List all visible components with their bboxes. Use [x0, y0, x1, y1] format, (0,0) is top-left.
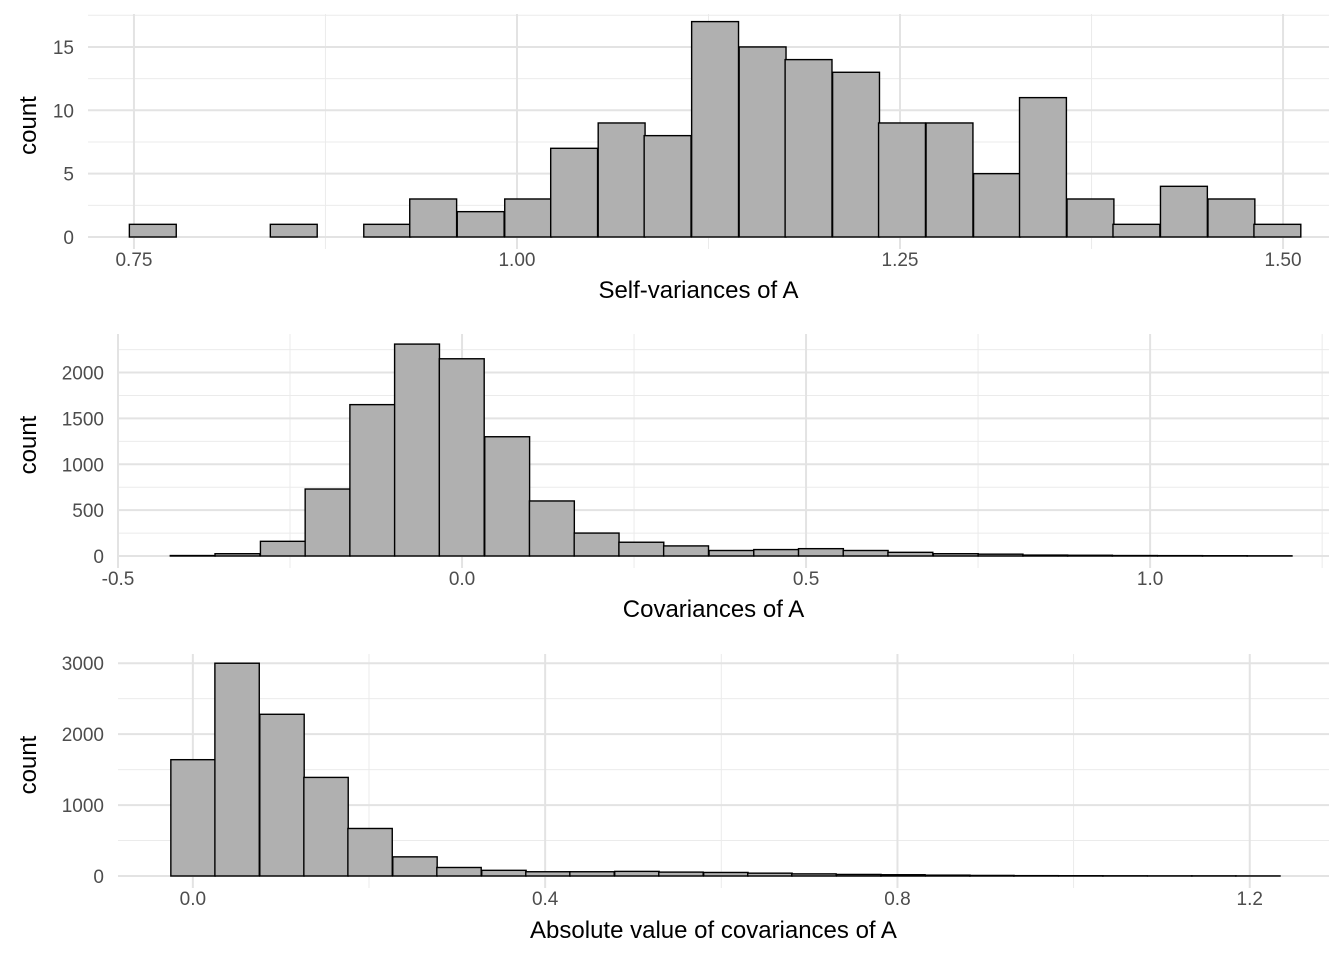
x-axis-title: Covariances of A — [623, 596, 804, 623]
y-tick-label: 2000 — [62, 725, 104, 746]
histogram-bar — [525, 871, 571, 877]
x-tick-label: 0.8 — [884, 889, 910, 910]
histogram-bar — [393, 343, 441, 557]
histogram-bar — [690, 20, 740, 238]
histogram-bar — [484, 436, 531, 557]
y-tick-label: 1500 — [62, 409, 104, 430]
histogram-bar — [597, 122, 646, 238]
histogram-bar — [924, 874, 971, 877]
self-variances-panel: 0.75 1.00 1.25 1.50 0 5 10 15 Self-variances of … — [15, 14, 1329, 304]
histogram-bar — [662, 545, 710, 557]
x-tick-label: -0.5 — [102, 569, 135, 590]
histogram-bar — [738, 46, 787, 238]
y-tick-label: 2000 — [62, 364, 104, 385]
histogram-bar — [658, 871, 704, 877]
histogram-bar — [347, 827, 393, 877]
histogram-bar — [573, 532, 620, 557]
histogram-bar — [831, 71, 881, 238]
x-tick-label: 1.0 — [1137, 569, 1163, 590]
y-axis-title: count — [15, 415, 42, 474]
histogram-bar — [797, 547, 845, 557]
x-tick-label: 0.5 — [793, 569, 819, 590]
histogram-bar — [1207, 198, 1256, 238]
y-tick-label: 1000 — [62, 796, 104, 817]
histogram-bar — [303, 776, 349, 877]
y-tick-label: 10 — [53, 101, 74, 122]
histogram-bar — [214, 553, 261, 557]
histogram-bar — [1066, 554, 1114, 557]
histogram-bar — [259, 540, 306, 557]
histogram-bar — [170, 758, 216, 877]
histogram-bar — [363, 223, 412, 238]
histogram-bar — [842, 549, 889, 557]
histogram-bar — [128, 223, 177, 238]
histogram-bar — [972, 172, 1022, 238]
x-tick-label: 1.50 — [1265, 250, 1302, 271]
histogram-bar — [880, 874, 926, 877]
histogram-bar — [791, 873, 837, 877]
x-tick-label: 1.25 — [882, 250, 919, 271]
histogram-bar — [1022, 554, 1069, 557]
histogram-bar — [1112, 223, 1161, 238]
histogram-bar — [643, 134, 692, 238]
x-tick-label: 0.0 — [180, 889, 206, 910]
histogram-bar — [968, 874, 1015, 877]
histogram-bar — [269, 223, 318, 238]
histogram-bar — [214, 662, 260, 877]
y-axis-title: count — [15, 735, 42, 794]
x-tick-label: 0.0 — [449, 569, 475, 590]
histogram-bar — [618, 541, 665, 557]
y-tick-label: 3000 — [62, 654, 104, 675]
y-tick-label: 0 — [63, 228, 74, 249]
histogram-bar — [259, 713, 305, 877]
histogram-bar — [569, 871, 615, 877]
histogram-bar — [504, 198, 553, 238]
histogram-bar — [409, 198, 458, 238]
abs-covariances-panel: 0.0 0.4 0.8 1.2 0 1000 2000 3000 Absolute value … — [15, 654, 1329, 944]
x-tick-label: 0.75 — [115, 250, 152, 271]
histogram-bar — [456, 210, 505, 238]
y-axis-title: count — [15, 96, 42, 155]
histogram-bar — [1253, 223, 1302, 238]
histogram-bar — [549, 147, 599, 238]
y-tick-label: 5 — [63, 165, 74, 186]
y-tick-label: 0 — [93, 867, 104, 888]
histogram-bar — [784, 58, 833, 238]
covariances-panel: -0.5 0.0 0.5 1.0 0 500 1000 1500 2000 Covariances… — [15, 334, 1329, 623]
histogram-bar — [1066, 198, 1115, 238]
histogram-bar — [1018, 96, 1068, 238]
histogram-bar — [1159, 185, 1209, 238]
histogram-bar — [349, 403, 396, 557]
histogram-bar — [747, 872, 793, 877]
histogram-bar — [304, 488, 351, 557]
histogram-bar — [877, 122, 927, 238]
y-tick-label: 0 — [93, 547, 104, 568]
y-tick-label: 1000 — [62, 455, 104, 476]
histogram-bar — [977, 553, 1024, 557]
histogram-bar — [925, 122, 974, 238]
x-tick-label: 1.00 — [498, 250, 535, 271]
histogram-bar — [702, 871, 749, 877]
histogram-bar — [753, 548, 800, 557]
histogram-bar — [708, 549, 755, 557]
histogram-bar — [436, 866, 482, 877]
histogram-bar — [614, 870, 660, 877]
x-axis-title: Self-variances of A — [598, 277, 798, 304]
histogram-bar — [481, 869, 527, 877]
x-tick-label: 0.4 — [532, 889, 559, 910]
histogram-bar — [528, 500, 576, 557]
y-tick-label: 15 — [53, 38, 74, 59]
histogram-bar — [887, 551, 934, 557]
histogram-bar — [392, 856, 438, 877]
histogram-bar — [438, 358, 485, 557]
histogram-bar — [932, 553, 979, 557]
y-tick-label: 500 — [72, 501, 104, 522]
histogram-bar — [835, 873, 882, 877]
x-tick-label: 1.2 — [1237, 889, 1263, 910]
x-axis-title: Absolute value of covariances of A — [530, 917, 897, 944]
